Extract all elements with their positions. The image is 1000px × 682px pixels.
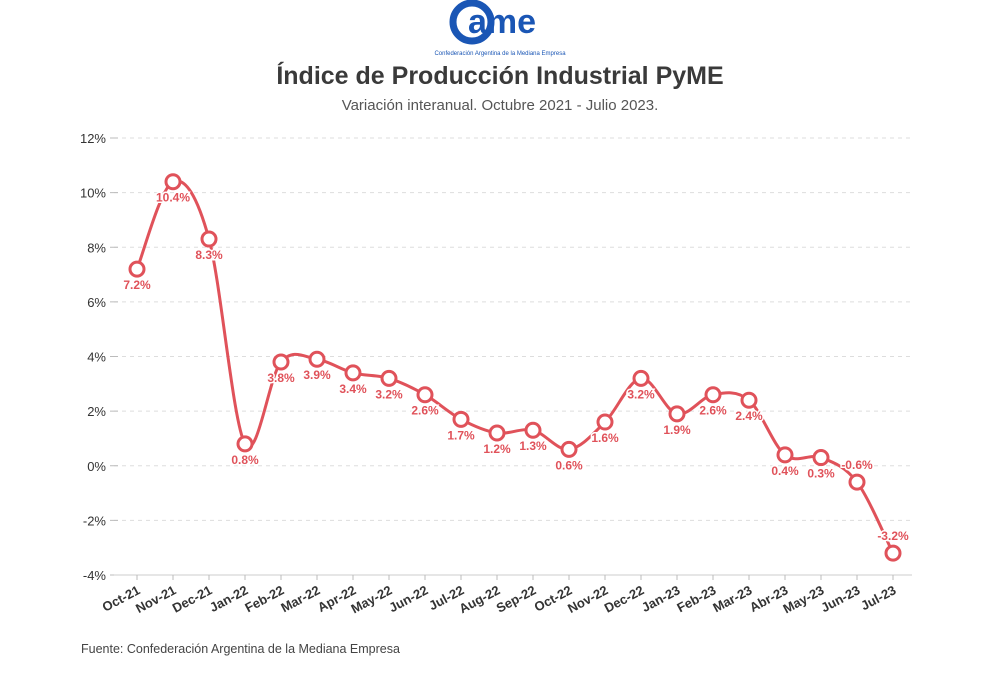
x-tick-label: Nov-21 — [133, 582, 178, 616]
data-point — [308, 350, 326, 368]
x-tick-label: Jul-23 — [858, 582, 898, 613]
x-tick-label: May-23 — [780, 582, 826, 616]
data-point — [164, 173, 182, 191]
data-label: -0.6% — [841, 458, 873, 472]
data-point — [596, 413, 614, 431]
source-note: Fuente: Confederación Argentina de la Me… — [81, 642, 400, 656]
data-label: 1.6% — [591, 431, 619, 445]
x-tick-label: Nov-22 — [565, 582, 610, 616]
data-point — [272, 353, 290, 371]
x-tick-label: Dec-21 — [170, 582, 215, 615]
data-point — [488, 424, 506, 442]
came-logo: ame Confederación Argentina de la Median… — [434, 0, 566, 57]
data-label: -3.2% — [877, 529, 909, 543]
data-label: 3.4% — [339, 382, 367, 396]
data-point — [524, 421, 542, 439]
y-tick-label: 12% — [80, 131, 106, 146]
data-point — [740, 391, 758, 409]
chart-title: Índice de Producción Industrial PyME — [276, 62, 724, 90]
data-point — [776, 446, 794, 464]
data-label: 1.7% — [447, 428, 475, 442]
y-tick-label: 2% — [87, 404, 106, 419]
data-point — [344, 364, 362, 382]
x-tick-label: Mar-22 — [278, 582, 322, 615]
data-label: 3.8% — [267, 371, 295, 385]
y-tick-label: 6% — [87, 295, 106, 310]
data-label: 3.2% — [375, 387, 403, 401]
data-label: 1.3% — [519, 439, 547, 453]
data-point — [236, 435, 254, 453]
x-tick-label: Mar-23 — [710, 582, 754, 615]
data-point — [380, 369, 398, 387]
data-label: 0.6% — [555, 458, 583, 472]
series-line — [135, 179, 895, 554]
data-points — [128, 173, 902, 562]
data-point — [128, 260, 146, 278]
data-label: 7.2% — [123, 278, 151, 292]
data-label: 2.4% — [735, 409, 763, 423]
chart-subtitle: Variación interanual. Octubre 2021 - Jul… — [341, 97, 659, 114]
y-tick-label: -2% — [83, 513, 107, 528]
x-tick-label: Aug-22 — [456, 582, 502, 616]
x-tick-label: Jun-22 — [386, 582, 430, 615]
x-tick-label: Feb-22 — [242, 582, 286, 615]
came-logo-mark: ame — [449, 0, 536, 45]
data-point — [848, 473, 866, 491]
data-label: 3.2% — [627, 387, 655, 401]
data-label: 0.4% — [771, 464, 799, 478]
data-label: 2.6% — [699, 404, 727, 418]
data-label: 10.4% — [156, 191, 190, 205]
y-tick-label: -4% — [83, 568, 107, 583]
data-point — [416, 386, 434, 404]
data-label: 3.9% — [303, 368, 331, 382]
came-logo-tagline: Confederación Argentina de la Mediana Em… — [434, 51, 566, 57]
x-tick-label: Sep-22 — [494, 582, 539, 615]
x-tick-label: Jan-22 — [207, 582, 250, 615]
data-label: 8.3% — [195, 248, 223, 262]
data-label: 2.6% — [411, 404, 439, 418]
data-point — [560, 440, 578, 458]
grid-lines — [114, 137, 912, 576]
y-tick-label: 10% — [80, 186, 106, 201]
x-tick-label: May-22 — [348, 582, 394, 616]
x-tick-label: Dec-22 — [602, 582, 647, 615]
x-tick-label: Feb-23 — [674, 582, 718, 615]
data-labels: 7.2% 10.4% 8.3% 0.8% 3.8% 3.9% 3.4% 3.2% 2.6% 1.7… — [122, 189, 911, 544]
data-label: 0.3% — [807, 467, 835, 481]
data-point — [704, 386, 722, 404]
x-tick-label: Jan-23 — [639, 582, 682, 615]
data-point — [452, 410, 470, 428]
y-axis: -4% -2% 0% 2% 4% 6% 8% 10% 12% — [80, 131, 118, 583]
data-point — [812, 449, 830, 467]
x-axis: Oct-21Nov-21Dec-21Jan-22Feb-22Mar-22Apr-… — [100, 574, 912, 616]
data-label: 1.9% — [663, 423, 691, 437]
y-tick-label: 4% — [87, 350, 106, 365]
y-tick-label: 0% — [87, 459, 106, 474]
y-tick-label: 8% — [87, 240, 106, 255]
came-logo-wordmark: ame — [468, 3, 536, 41]
data-label: 1.2% — [483, 442, 511, 456]
data-point — [200, 230, 218, 248]
data-point — [884, 544, 902, 562]
data-point — [632, 369, 650, 387]
data-label: 0.8% — [231, 453, 259, 467]
data-point — [668, 405, 686, 423]
x-tick-label: Jun-23 — [818, 582, 862, 615]
series-line-path — [135, 179, 895, 554]
